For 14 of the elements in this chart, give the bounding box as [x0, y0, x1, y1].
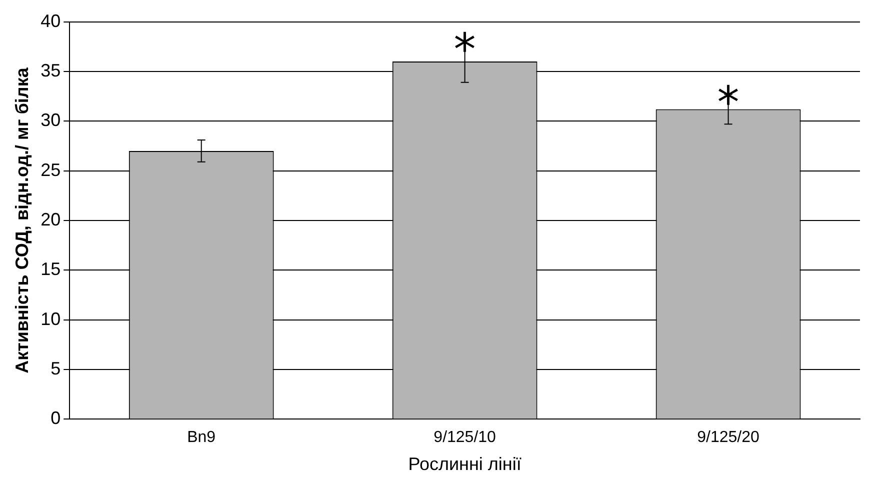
- y-tick-label: 25: [40, 160, 61, 180]
- y-tick-label: 30: [40, 110, 61, 130]
- y-tick-label: 35: [40, 60, 61, 80]
- y-axis-title: Активність СОД, відн.од./ мг білка: [12, 66, 32, 374]
- y-tick-label: 20: [40, 209, 61, 230]
- x-tick-label: 9/125/20: [697, 429, 760, 446]
- x-tick-label: 9/125/10: [434, 429, 496, 446]
- y-tick-label: 10: [40, 308, 61, 329]
- y-tick-label: 0: [50, 408, 61, 428]
- x-tick-label: Bn9: [187, 429, 216, 446]
- y-tick-label: 5: [50, 358, 61, 378]
- x-axis-title: Рослинні лінії: [408, 454, 522, 474]
- y-tick-label: 15: [40, 259, 61, 280]
- y-tick-label: 40: [40, 10, 61, 31]
